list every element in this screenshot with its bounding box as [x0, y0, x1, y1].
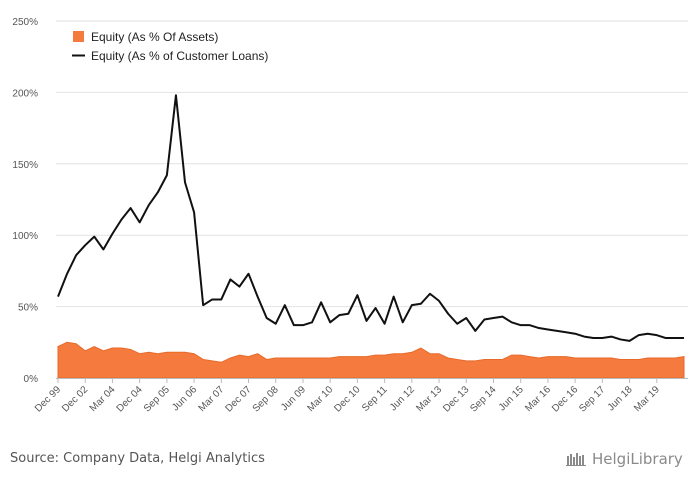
- legend-label-equity-assets: Equity (As % Of Assets): [91, 30, 218, 44]
- x-tick-label: Sep 14: [468, 384, 498, 414]
- series-equity-loans-line: [57, 94, 684, 342]
- x-tick-label: Sep 17: [577, 384, 607, 414]
- x-tick-label: Mar 07: [197, 384, 227, 414]
- x-tick-label: Sep 05: [142, 384, 172, 414]
- x-tick-label: Dec 02: [60, 384, 90, 414]
- x-tick-label: Mar 13: [414, 384, 444, 414]
- x-tick-label: Jun 18: [606, 384, 635, 413]
- x-tick-label: Jun 06: [170, 384, 199, 413]
- x-tick-label: Dec 16: [550, 384, 580, 414]
- y-tick-label: 150%: [12, 160, 38, 171]
- legend-swatch-equity-assets: [73, 31, 84, 42]
- legend: Equity (As % Of Assets) Equity (As % of …: [72, 30, 268, 63]
- x-tick-label: Dec 13: [441, 384, 471, 414]
- logo-text: HelgiLibrary: [592, 450, 683, 468]
- x-tick-label: Sep 11: [360, 384, 390, 414]
- y-axis-ticks: 0% 50% 100% 150% 200% 250%: [12, 17, 38, 385]
- x-tick-label: Mar 19: [632, 384, 662, 414]
- x-tick-label: Dec 10: [332, 384, 362, 414]
- y-tick-label: 0%: [24, 374, 39, 385]
- y-tick-label: 200%: [12, 88, 38, 99]
- legend-label-equity-loans: Equity (As % of Customer Loans): [91, 49, 268, 63]
- x-tick-label: Jun 15: [497, 384, 526, 413]
- x-tick-label: Dec 04: [115, 384, 145, 414]
- x-tick-label: Mar 16: [523, 384, 553, 414]
- source-note: Source: Company Data, Helgi Analytics: [10, 451, 265, 466]
- x-tick-label: Mar 10: [306, 384, 336, 414]
- x-tick-label: Dec 07: [223, 384, 253, 414]
- helgi-library-logo: HelgiLibrary: [566, 450, 683, 468]
- x-tick-label: Jun 12: [388, 384, 417, 413]
- y-tick-label: 100%: [12, 231, 38, 242]
- x-tick-label: Sep 08: [251, 384, 281, 414]
- x-tick-label: Dec 99: [33, 384, 63, 414]
- y-tick-label: 50%: [18, 303, 38, 314]
- series-equity-assets-area: [57, 341, 685, 379]
- grid-lines: [56, 20, 688, 308]
- x-tick-label: Mar 04: [88, 384, 118, 414]
- helgi-library-bookshelf-icon: [566, 453, 586, 466]
- y-tick-label: 250%: [12, 17, 38, 28]
- x-tick-label: Jun 09: [279, 384, 308, 413]
